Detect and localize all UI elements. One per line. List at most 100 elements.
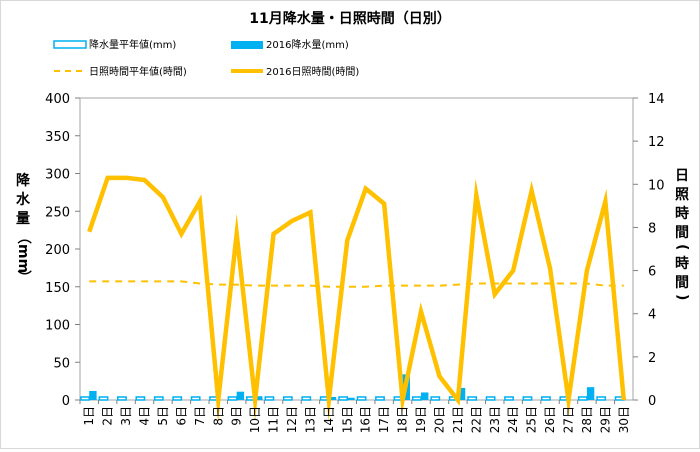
legend: 降水量平年値(mm) 2016降水量(mm) 日照時間平年値(時間) 2016日… [53, 38, 359, 78]
x-tick-label: 9日 [230, 406, 244, 426]
x-tick-label: 24日 [506, 406, 520, 433]
right-tick-label: 0 [648, 394, 656, 409]
left-tick-label: 100 [45, 319, 70, 334]
x-tick-label: 17日 [377, 406, 391, 433]
x-tick-label: 8日 [211, 406, 225, 426]
x-tick-label: 7日 [193, 406, 207, 426]
right-tick-label: 14 [648, 92, 665, 107]
x-tick-label: 3日 [119, 406, 133, 426]
left-tick-label: 150 [45, 281, 70, 296]
precip-normal-bar [577, 396, 588, 401]
x-tick-label: 19日 [414, 406, 428, 433]
x-tick-label: 30日 [617, 406, 631, 433]
precip-normal-bar [80, 396, 90, 401]
sun-2016-series [87, 175, 627, 423]
x-tick-label: 25日 [525, 406, 539, 433]
left-tick-label: 350 [45, 130, 70, 145]
x-tick-label: 29日 [598, 406, 612, 433]
precip-normal-bar [117, 396, 127, 401]
x-tick-label: 21日 [451, 406, 465, 433]
x-tick-label: 16日 [359, 406, 373, 433]
precip-normal-bar [282, 396, 293, 401]
right-tick-label: 8 [648, 221, 656, 236]
right-tick-label: 2 [648, 351, 656, 366]
x-tick-label: 13日 [303, 406, 317, 433]
right-tick-label: 6 [648, 265, 656, 280]
x-tick-label: 5日 [156, 406, 170, 426]
x-tick-label: 1日 [82, 406, 96, 426]
right-axis-title-char: ) [674, 294, 690, 300]
precip-normal-bar [504, 396, 514, 401]
x-tick-label: 10日 [248, 406, 262, 433]
legend-swatch-precip-2016 [231, 41, 263, 49]
x-tick-label: 6日 [174, 406, 188, 426]
x-axis-labels: 1日 2日 3日 4日 5日 6日 7日 8日 9日 10日 11日 12日 13日 14日 15日 16日 1… [79, 400, 631, 433]
legend-label-precip-2016: 2016降水量(mm) [266, 38, 349, 51]
right-axis-title-char: 日 [675, 168, 689, 184]
sun-normal-line [89, 280, 624, 288]
precip-2016-bar [89, 390, 97, 400]
legend-swatch-precip-normal [53, 40, 87, 49]
precip-2016-bar [236, 391, 245, 400]
x-tick-label: 20日 [432, 406, 446, 433]
left-tick-label: 200 [45, 243, 70, 258]
sun-2016-line [87, 175, 627, 423]
left-axis-title: 降水量 （mm） [15, 172, 31, 284]
left-tick-label: 250 [45, 205, 70, 220]
precip-normal-bar [301, 396, 312, 401]
legend-label-sun-normal: 日照時間平年値(時間) [89, 65, 187, 78]
plot-area [79, 97, 634, 401]
precip-normal-bar [467, 396, 478, 401]
precip-normal-bar [411, 396, 422, 401]
x-tick-label: 27日 [561, 406, 575, 433]
precip-normal-bar [430, 396, 441, 401]
precip-2016-bar [347, 397, 355, 400]
x-tick-label: 11日 [267, 406, 281, 433]
left-axis-title-char: ） [15, 270, 31, 284]
precip-normal-bar [541, 396, 551, 401]
precip-normal-bar [190, 396, 201, 401]
right-axis-title-char: 時 [675, 255, 689, 272]
left-tick-label: 300 [45, 168, 70, 183]
precip-2016-bar [328, 396, 337, 400]
right-tick-label: 10 [648, 178, 665, 193]
precip-normal-bar [98, 396, 109, 401]
precip-normal-bar [264, 396, 275, 401]
x-tick-label: 4日 [138, 406, 152, 426]
x-tick-label: 12日 [285, 406, 299, 433]
precip-2016-bar [421, 392, 429, 400]
precip-normal-series [80, 396, 625, 401]
x-tick-label: 15日 [340, 406, 354, 433]
left-axis-title-char: 降 [16, 172, 31, 189]
precip-normal-bar [356, 396, 367, 401]
left-axis-title-char: （ [15, 230, 31, 244]
left-tick-label: 400 [45, 92, 70, 107]
precip-normal-bar [375, 396, 385, 401]
precip-2016-bar [586, 387, 595, 400]
left-axis-ticks: 0 50 100 150 200 250 300 350 400 [45, 92, 80, 409]
x-tick-label: 23日 [488, 406, 502, 433]
precip-normal-bar [596, 396, 607, 401]
right-axis-title-char: ( [674, 244, 690, 250]
x-tick-label: 2日 [101, 406, 115, 426]
legend-label-sun-2016: 2016日照時間(時間) [266, 66, 359, 78]
right-tick-label: 4 [648, 308, 656, 323]
precip-normal-bar [153, 396, 164, 401]
x-tick-label: 14日 [322, 406, 336, 433]
right-axis-ticks: 0 2 4 6 8 10 12 14 [633, 92, 665, 409]
x-tick-label: 28日 [580, 406, 594, 433]
precip-normal-bar [172, 396, 183, 401]
right-axis-title-char: 間 [675, 225, 689, 241]
precip-normal-bar [522, 396, 533, 401]
precip-normal-bar [135, 396, 146, 401]
sun-normal-series [89, 280, 624, 288]
x-tick-label: 18日 [396, 406, 410, 433]
precip-normal-bar [227, 396, 238, 401]
precip-2016-bar [255, 396, 263, 400]
left-axis-title-char: 量 [16, 211, 30, 227]
precip-normal-bar [485, 396, 496, 401]
x-tick-label: 26日 [543, 406, 557, 433]
x-tick-label: 22日 [469, 406, 483, 433]
